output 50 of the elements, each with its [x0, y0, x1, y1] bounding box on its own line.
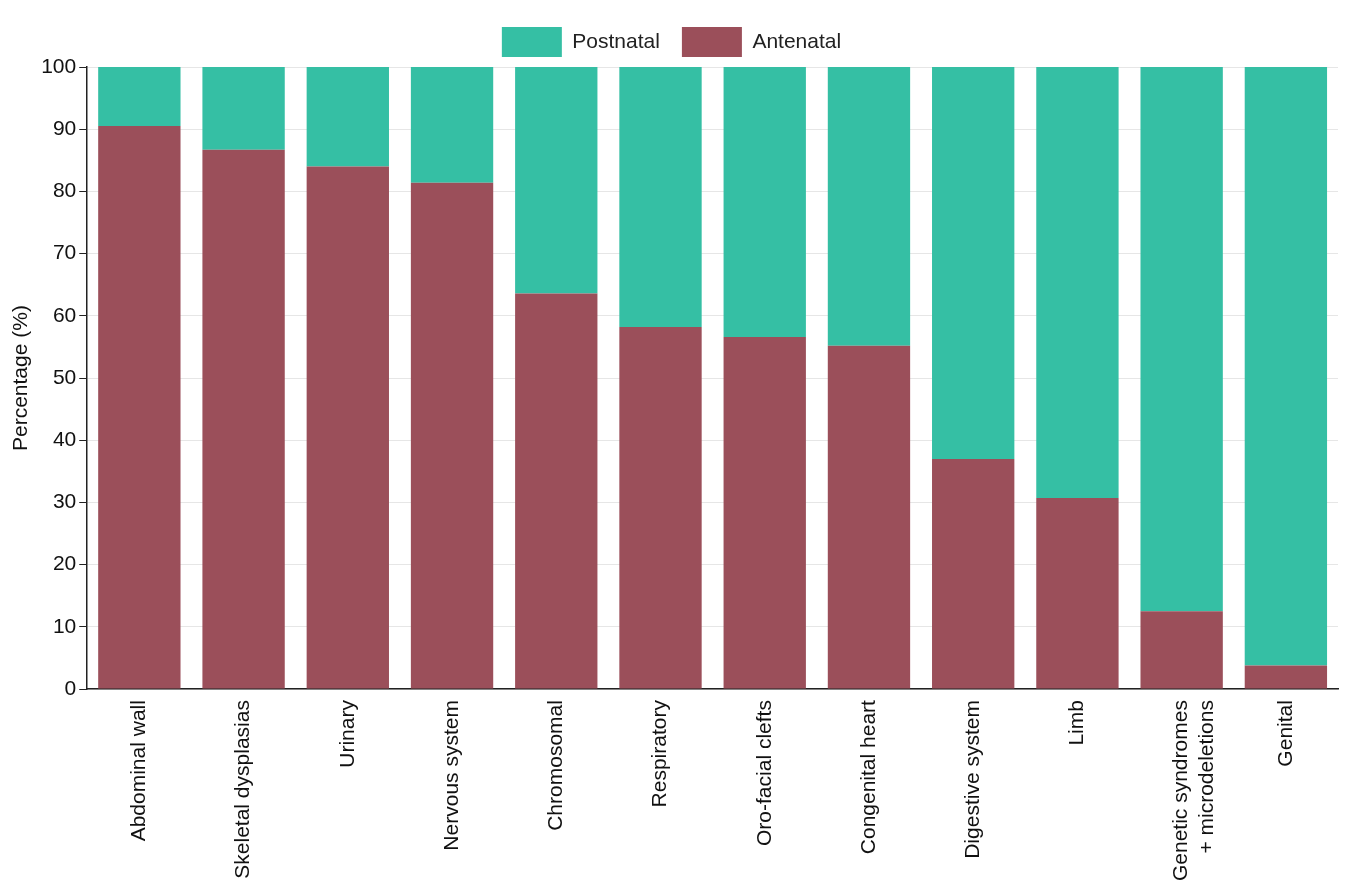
- x-tick-label: Nervous system: [438, 700, 462, 851]
- bar: [723, 67, 806, 337]
- bar: [202, 67, 285, 150]
- y-tick-label: 100: [41, 53, 77, 77]
- y-tick-label: 30: [52, 489, 77, 513]
- bar: [1244, 67, 1328, 666]
- bar: [1140, 611, 1223, 689]
- y-tick-label: 70: [52, 240, 77, 264]
- y-tick-label: 80: [52, 178, 77, 202]
- bar: [410, 67, 494, 183]
- y-tick-label: 90: [52, 116, 77, 140]
- x-tick-label: Urinary: [334, 699, 358, 768]
- bar: [827, 345, 911, 689]
- y-tick-label: 20: [52, 551, 77, 575]
- bar: [619, 327, 702, 689]
- bar: [410, 182, 494, 689]
- bar: [98, 126, 181, 689]
- bar: [1140, 67, 1223, 612]
- bar: [306, 166, 389, 689]
- x-tick-label: Genetic syndromes + microdeletions: [1168, 700, 1217, 882]
- x-tick-label: Digestive system: [959, 700, 983, 859]
- y-tick-label: 40: [52, 427, 77, 451]
- bar: [619, 67, 702, 328]
- y-tick-label: 10: [52, 613, 77, 637]
- bar: [306, 67, 389, 167]
- x-tick-label: Skeletal dysplasias: [230, 700, 254, 879]
- legend-label: Postnatal: [572, 28, 660, 52]
- bar: [515, 67, 598, 294]
- y-tick-label: 50: [52, 364, 77, 388]
- bar: [98, 67, 181, 127]
- y-tick-label: 0: [64, 675, 77, 699]
- bar: [202, 149, 285, 689]
- x-tick-label: Oro-facial clefts: [751, 700, 775, 846]
- bar: [1244, 665, 1328, 689]
- bar: [932, 458, 1015, 689]
- bar: [827, 67, 911, 346]
- bar: [723, 336, 806, 689]
- y-tick-label: 60: [52, 302, 77, 326]
- x-tick-label: Genital: [1272, 700, 1296, 767]
- x-tick-label: Respiratory: [647, 699, 671, 808]
- x-tick-label: Limb: [1064, 700, 1088, 746]
- x-tick-label: Congenital heart: [855, 699, 879, 855]
- bar: [1036, 498, 1119, 689]
- bar: [932, 67, 1015, 459]
- legend-label: Antenatal: [752, 28, 842, 52]
- bar: [515, 293, 598, 689]
- x-tick-label: Chromosomal: [543, 700, 567, 831]
- bar: [1036, 67, 1119, 499]
- y-axis-title: Percentage (%): [8, 305, 32, 451]
- x-tick-label: Abdominal wall: [126, 700, 150, 842]
